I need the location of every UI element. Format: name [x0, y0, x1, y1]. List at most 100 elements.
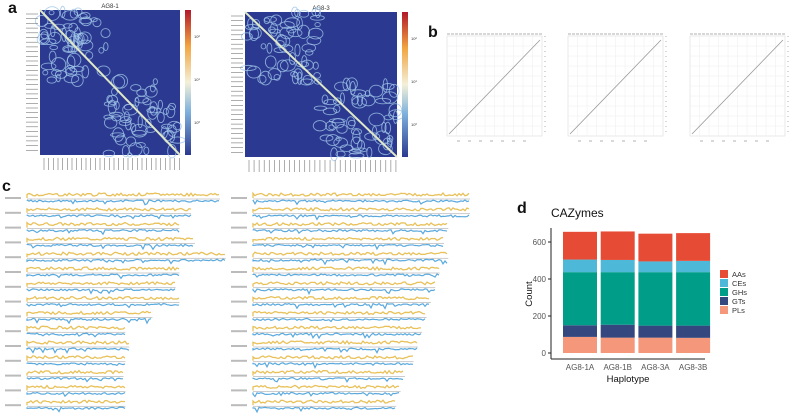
heatmap-cell [107, 94, 119, 106]
heatmap-cell [167, 124, 177, 137]
chromosome-track [231, 339, 418, 355]
heatmap-cell [361, 94, 376, 107]
heatmap-cell [54, 70, 67, 79]
colorbar [185, 10, 191, 155]
track-label [5, 256, 21, 259]
heatmap-cell [392, 110, 399, 124]
heatmap-cell [135, 142, 146, 148]
repeat-density-line [252, 362, 414, 370]
track-label [5, 389, 21, 392]
heatmap-cell [306, 36, 322, 46]
gc-content-line [26, 265, 180, 272]
heatmap-cell [38, 28, 49, 44]
chromosome-track [231, 221, 449, 235]
heatmap-cell [66, 52, 82, 67]
repeat-density-line [26, 288, 176, 295]
heatmap-cell [342, 77, 351, 92]
track-label [231, 226, 247, 229]
heatmap-cell [388, 103, 403, 118]
gc-content-line [252, 310, 426, 317]
heatmap-cell [144, 85, 158, 98]
track-label [231, 330, 247, 333]
track-label [5, 241, 21, 244]
chromosome-track [5, 384, 126, 398]
heatmap-cell [276, 59, 289, 73]
heatmap-cell [40, 31, 49, 40]
heatmap-cell [137, 115, 143, 129]
track-label [231, 197, 247, 199]
gc-content-line [26, 325, 126, 332]
heatmap-diagonal [244, 11, 321, 84]
heatmap-cell [36, 33, 50, 45]
heatmap-cell [322, 107, 338, 116]
heatmap-cell [288, 52, 297, 65]
bar-segment-GHs [676, 272, 711, 326]
chromosome-track [5, 354, 126, 367]
legend-swatch-CEs [720, 279, 728, 287]
heatmap-cell [104, 116, 118, 129]
heatmap-cell [334, 81, 349, 92]
heatmap-cell [77, 31, 92, 45]
track-label [231, 404, 247, 407]
heatmap-cell [323, 99, 337, 106]
heatmap-cell [386, 137, 393, 148]
track-label [5, 271, 21, 273]
track-label [5, 330, 21, 333]
heatmap-cell [299, 78, 314, 86]
heatmap-cell [302, 74, 313, 85]
track-label [5, 359, 21, 362]
gc-content-line [252, 339, 418, 346]
heatmap-cell [92, 18, 102, 28]
chromosome-track [5, 340, 130, 354]
legend-label: PLs [732, 306, 745, 315]
track-label [5, 374, 21, 377]
heatmap-cell [382, 78, 388, 93]
bar-segment-PLs [563, 336, 597, 353]
heatmap-cell [85, 51, 94, 60]
bar-segment-AAs [676, 233, 711, 261]
track-label [231, 300, 247, 303]
heatmap-cell [325, 120, 337, 132]
track-label [231, 315, 247, 318]
repeat-density-line [252, 258, 448, 266]
colorbar-tick-label: 10⁰ [411, 122, 417, 127]
chromosome-track [5, 295, 180, 309]
chromosome-track [5, 281, 176, 295]
y-tick-label: 600 [533, 238, 547, 247]
track-label [231, 241, 247, 244]
chromosome-track [5, 325, 126, 338]
heatmap-cell [286, 26, 297, 34]
heatmap-cell [62, 45, 76, 53]
heatmap-cell [348, 148, 362, 155]
gc-content-line [252, 266, 440, 272]
heatmap-cell [298, 9, 310, 18]
heatmap-block [34, 5, 111, 87]
chromosome-track [231, 251, 449, 266]
repeat-density-line [252, 347, 418, 355]
heatmap-cell [346, 116, 356, 130]
heatmap-cell [123, 111, 130, 122]
heatmap-cell [146, 107, 162, 114]
gc-content-line [26, 310, 152, 317]
chromosome-track [231, 281, 436, 296]
heatmap-cell [287, 28, 303, 38]
chromosome-track [5, 310, 153, 325]
heatmap-cell [294, 43, 301, 57]
gc-content-line [252, 354, 414, 361]
heatmap-cell [112, 127, 125, 142]
y-axis-title: Count [524, 281, 535, 307]
heatmap-cell [378, 142, 393, 156]
track-label [231, 271, 247, 273]
repeat-density-line [252, 228, 448, 235]
repeat-density-line [26, 228, 180, 236]
heatmap-cell [352, 129, 361, 145]
heatmap-cell [388, 83, 400, 98]
track-label [231, 285, 247, 288]
repeat-density-line [26, 273, 180, 280]
heatmap-cell [100, 28, 111, 39]
heatmap-cell [332, 97, 343, 105]
colorbar-tick-label: 10¹ [411, 79, 417, 84]
heatmap-cell [296, 16, 303, 30]
repeat-density-line [26, 317, 152, 325]
repeat-density-line [26, 199, 220, 206]
